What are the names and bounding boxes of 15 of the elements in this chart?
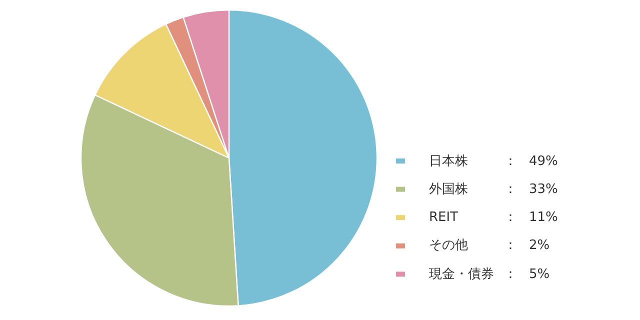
text: ：	[504, 267, 517, 282]
text: ：	[504, 182, 517, 197]
data-label: 49%	[529, 154, 558, 169]
data-label: 33%	[529, 182, 558, 197]
legend-label: その他	[429, 238, 468, 253]
data-label: 11%	[529, 210, 558, 225]
data-label: 2%	[529, 238, 550, 253]
legend-label: 現金・債券	[429, 267, 494, 282]
legend-label: 日本株	[429, 154, 468, 169]
text: ：	[504, 154, 517, 169]
data-label: 5%	[529, 267, 550, 282]
legend-label: 外国株	[429, 182, 468, 197]
text: ：	[504, 238, 517, 253]
legend-label: REIT	[429, 210, 458, 225]
text: ：	[504, 210, 517, 225]
